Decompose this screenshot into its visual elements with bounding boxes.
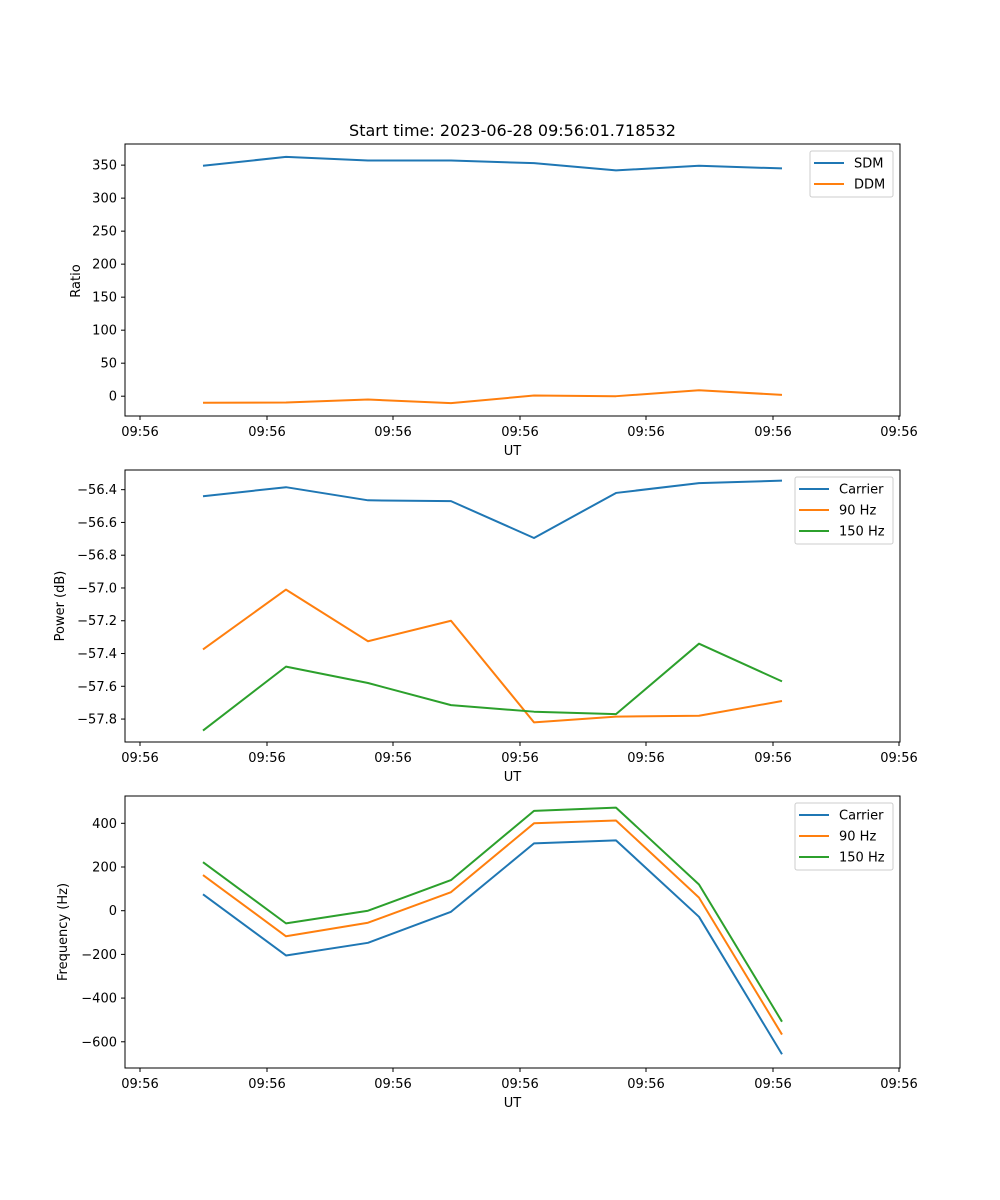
y-tick-label: −200 xyxy=(81,948,117,963)
legend: Carrier 90 Hz 150 Hz xyxy=(794,476,894,545)
y-tick-label: −56.4 xyxy=(77,483,117,498)
y-tick-label: −56.8 xyxy=(77,549,117,564)
figure-title: Start time: 2023-06-28 09:56:01.718532 xyxy=(349,121,676,140)
legend-label-sdm: SDM xyxy=(854,157,883,172)
x-tick-label: 09:56 xyxy=(501,1077,538,1092)
x-tick-label: 09:56 xyxy=(501,425,538,440)
y-axis-label: Frequency (Hz) xyxy=(56,883,71,981)
chart-frequency: −600 −400 −200 0 200 400 09:56 09:56 09:56 09:56 0… xyxy=(56,795,918,1111)
axes-frame xyxy=(124,469,901,743)
y-tick-label: −57.0 xyxy=(77,581,117,596)
x-tick-label: 09:56 xyxy=(880,425,917,440)
legend-label-90hz: 90 Hz xyxy=(839,504,876,519)
legend-label-carrier: Carrier xyxy=(839,483,884,498)
y-tick-label: −57.4 xyxy=(77,647,117,662)
axes-frame xyxy=(124,143,901,417)
x-tick-label: 09:56 xyxy=(121,425,158,440)
y-tick-label: 400 xyxy=(92,817,117,832)
x-tick-label: 09:56 xyxy=(248,425,285,440)
plot-area: −600 −400 −200 0 200 400 09:56 09:56 09:56 09:56 0… xyxy=(81,795,918,1092)
y-axis-label: Ratio xyxy=(69,264,84,297)
series-line-90-hz xyxy=(202,819,783,1036)
x-tick-label: 09:56 xyxy=(627,425,664,440)
y-tick-label: −56.6 xyxy=(77,516,117,531)
legend: SDM DDM xyxy=(809,150,894,198)
y-tick-label: 200 xyxy=(92,258,117,273)
legend-label-90hz: 90 Hz xyxy=(839,830,876,845)
y-tick-label: −400 xyxy=(81,992,117,1007)
x-tick-label: 09:56 xyxy=(501,751,538,766)
x-tick-label: 09:56 xyxy=(754,751,791,766)
plot-area: −57.8 −57.6 −57.4 −57.2 −57.0 −56.8 −56.6 −56.4… xyxy=(77,469,918,766)
y-tick-label: 100 xyxy=(92,324,117,339)
y-tick-label: 0 xyxy=(109,904,117,919)
x-tick-label: 09:56 xyxy=(627,1077,664,1092)
y-tick-label: 350 xyxy=(92,159,117,174)
y-tick-label: −57.2 xyxy=(77,614,117,629)
legend: Carrier 90 Hz 150 Hz xyxy=(794,802,894,871)
legend-label-150hz: 150 Hz xyxy=(839,851,885,866)
x-tick-label: 09:56 xyxy=(880,751,917,766)
x-tick-label: 09:56 xyxy=(627,751,664,766)
y-tick-label: −57.6 xyxy=(77,680,117,695)
x-tick-label: 09:56 xyxy=(121,751,158,766)
y-tick-label: 250 xyxy=(92,225,117,240)
series-line-sdm xyxy=(202,155,783,172)
x-tick-label: 09:56 xyxy=(248,751,285,766)
x-tick-label: 09:56 xyxy=(754,1077,791,1092)
series-line-150-hz xyxy=(202,806,783,1023)
series-line-ddm xyxy=(202,389,783,405)
legend-label-ddm: DDM xyxy=(854,178,885,193)
y-tick-label: 50 xyxy=(100,357,117,372)
legend-label-carrier: Carrier xyxy=(839,809,884,824)
y-tick-label: −57.8 xyxy=(77,713,117,728)
x-tick-label: 09:56 xyxy=(374,425,411,440)
y-axis-label: Power (dB) xyxy=(53,571,68,642)
legend-frame xyxy=(794,476,894,545)
y-tick-label: 300 xyxy=(92,192,117,207)
chart-power: −57.8 −57.6 −57.4 −57.2 −57.0 −56.8 −56.6 −56.4… xyxy=(53,469,918,785)
series-line-carrier xyxy=(202,479,783,539)
x-tick-label: 09:56 xyxy=(121,1077,158,1092)
legend-frame xyxy=(794,802,894,871)
series-line-90-hz xyxy=(202,588,783,724)
x-axis-label: UT xyxy=(504,1096,522,1111)
x-tick-label: 09:56 xyxy=(754,425,791,440)
x-tick-label: 09:56 xyxy=(248,1077,285,1092)
series-line-150-hz xyxy=(202,642,783,732)
plot-area: 0 50 100 150 200 250 300 350 09:56 09:56 09:56 09:5… xyxy=(92,143,918,440)
y-tick-label: −600 xyxy=(81,1035,117,1050)
x-tick-label: 09:56 xyxy=(374,751,411,766)
x-tick-label: 09:56 xyxy=(880,1077,917,1092)
axes-frame xyxy=(124,795,901,1069)
y-tick-label: 150 xyxy=(92,291,117,306)
x-tick-label: 09:56 xyxy=(374,1077,411,1092)
x-axis-label: UT xyxy=(504,444,522,459)
series-line-carrier xyxy=(202,839,783,1055)
chart-ratio: 0 50 100 150 200 250 300 350 09:56 09:56 09:56 09:5… xyxy=(69,143,918,459)
y-tick-label: 0 xyxy=(109,390,117,405)
legend-label-150hz: 150 Hz xyxy=(839,525,885,540)
x-axis-label: UT xyxy=(504,770,522,785)
y-tick-label: 200 xyxy=(92,861,117,876)
